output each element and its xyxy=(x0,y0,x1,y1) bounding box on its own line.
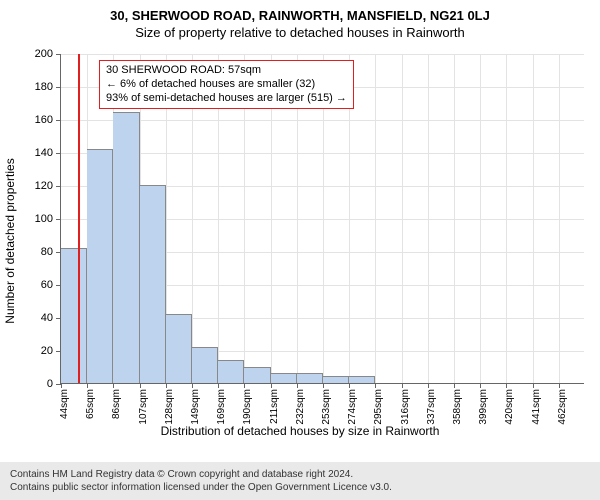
x-tick-label: 86sqm xyxy=(111,389,122,419)
histogram-bar xyxy=(244,367,270,384)
x-tick-mark xyxy=(454,383,455,388)
x-tick-mark xyxy=(480,383,481,388)
x-tick-label: 211sqm xyxy=(269,389,280,424)
grid-line-v xyxy=(454,54,455,383)
histogram-bar xyxy=(61,248,87,383)
y-tick-label: 0 xyxy=(21,378,61,390)
histogram-bar xyxy=(113,112,139,383)
y-tick-label: 20 xyxy=(21,345,61,357)
x-tick-label: 441sqm xyxy=(531,389,542,425)
x-tick-mark xyxy=(402,383,403,388)
x-tick-mark xyxy=(87,383,88,388)
plot-area: 02040608010012014016018020044sqm65sqm86s… xyxy=(60,54,584,384)
x-tick-label: 149sqm xyxy=(190,389,201,425)
footer-line-1: Contains HM Land Registry data © Crown c… xyxy=(10,468,590,481)
x-tick-label: 358sqm xyxy=(452,389,463,425)
x-tick-mark xyxy=(218,383,219,388)
x-tick-label: 169sqm xyxy=(216,389,227,425)
x-tick-label: 253sqm xyxy=(321,389,332,425)
x-tick-label: 274sqm xyxy=(347,389,358,425)
x-tick-label: 337sqm xyxy=(426,389,437,425)
y-tick-label: 40 xyxy=(21,312,61,324)
x-tick-mark xyxy=(323,383,324,388)
x-tick-label: 462sqm xyxy=(557,389,568,425)
x-tick-mark xyxy=(428,383,429,388)
histogram-bar xyxy=(166,314,192,383)
x-tick-label: 128sqm xyxy=(164,389,175,425)
x-tick-mark xyxy=(559,383,560,388)
x-tick-mark xyxy=(244,383,245,388)
grid-line-v xyxy=(375,54,376,383)
y-tick-label: 160 xyxy=(21,114,61,126)
annotation-line: 30 SHERWOOD ROAD: 57sqm xyxy=(106,64,347,78)
reference-line xyxy=(78,54,80,383)
y-tick-label: 80 xyxy=(21,246,61,258)
x-tick-label: 316sqm xyxy=(400,389,411,425)
grid-line-v xyxy=(559,54,560,383)
annotation-line: ← 6% of detached houses are smaller (32) xyxy=(106,78,347,92)
x-tick-mark xyxy=(297,383,298,388)
x-axis-label: Distribution of detached houses by size … xyxy=(0,424,600,438)
footer-line-2: Contains public sector information licen… xyxy=(10,481,590,494)
annotation-box: 30 SHERWOOD ROAD: 57sqm← 6% of detached … xyxy=(99,60,354,109)
histogram-bar xyxy=(87,149,113,383)
y-tick-label: 200 xyxy=(21,48,61,60)
chart-title-sub: Size of property relative to detached ho… xyxy=(0,23,600,40)
histogram-bar xyxy=(192,347,218,383)
x-tick-label: 232sqm xyxy=(295,389,306,425)
y-tick-label: 140 xyxy=(21,147,61,159)
histogram-bar xyxy=(140,185,166,383)
x-tick-mark xyxy=(375,383,376,388)
histogram-bar xyxy=(218,360,244,383)
x-tick-mark xyxy=(166,383,167,388)
x-tick-label: 44sqm xyxy=(59,389,70,419)
x-tick-label: 420sqm xyxy=(504,389,515,425)
annotation-line: 93% of semi-detached houses are larger (… xyxy=(106,92,347,106)
chart-wrapper: Number of detached properties 0204060801… xyxy=(0,44,600,438)
grid-line-v xyxy=(428,54,429,383)
y-tick-label: 180 xyxy=(21,81,61,93)
histogram-bar xyxy=(323,376,349,383)
grid-line-v xyxy=(480,54,481,383)
x-tick-mark xyxy=(533,383,534,388)
x-tick-label: 65sqm xyxy=(85,389,96,419)
chart-title-main: 30, SHERWOOD ROAD, RAINWORTH, MANSFIELD,… xyxy=(0,0,600,23)
license-footer: Contains HM Land Registry data © Crown c… xyxy=(0,462,600,500)
grid-line-v xyxy=(402,54,403,383)
y-tick-label: 120 xyxy=(21,180,61,192)
grid-line-v xyxy=(506,54,507,383)
x-tick-mark xyxy=(506,383,507,388)
x-tick-mark xyxy=(140,383,141,388)
histogram-bar xyxy=(271,373,297,383)
x-tick-mark xyxy=(192,383,193,388)
x-tick-mark xyxy=(349,383,350,388)
grid-line-v xyxy=(533,54,534,383)
histogram-bar xyxy=(349,376,375,383)
x-tick-mark xyxy=(271,383,272,388)
x-tick-label: 399sqm xyxy=(478,389,489,425)
y-tick-label: 100 xyxy=(21,213,61,225)
x-tick-label: 190sqm xyxy=(242,389,253,425)
y-tick-label: 60 xyxy=(21,279,61,291)
x-tick-label: 107sqm xyxy=(138,389,149,425)
x-tick-mark xyxy=(113,383,114,388)
x-tick-mark xyxy=(61,383,62,388)
x-tick-label: 295sqm xyxy=(373,389,384,425)
histogram-bar xyxy=(297,373,323,383)
y-axis-label: Number of detached properties xyxy=(3,76,17,241)
